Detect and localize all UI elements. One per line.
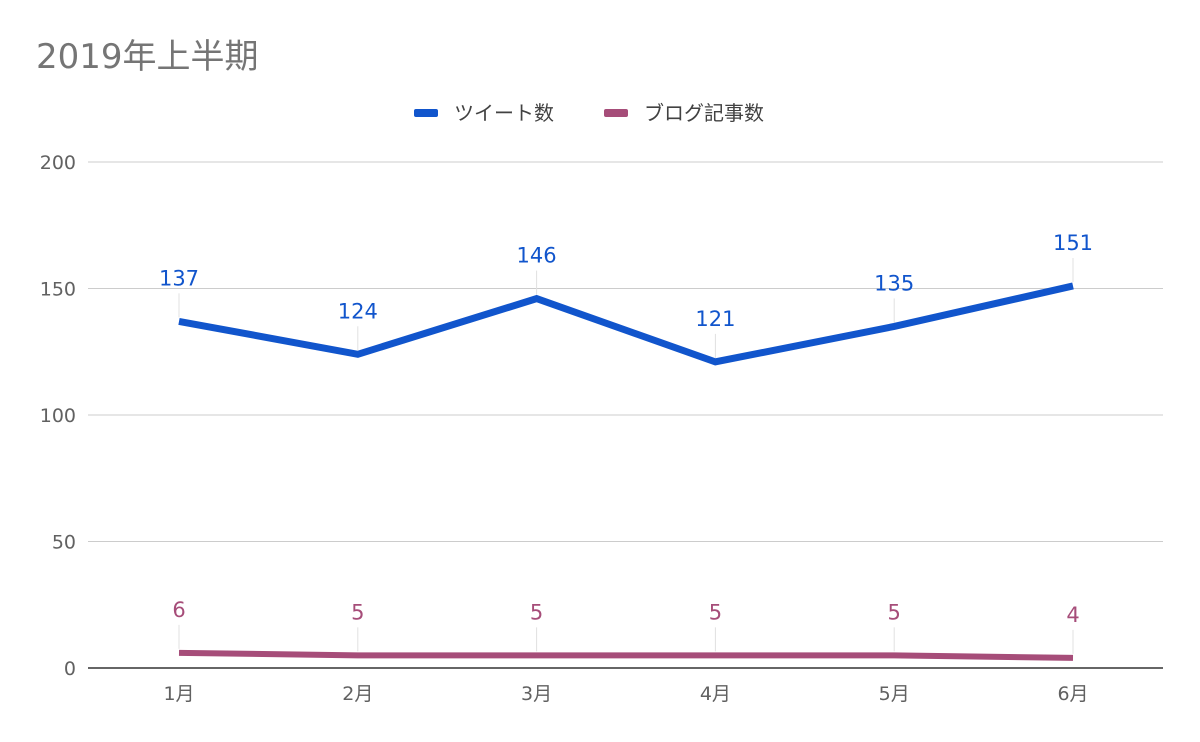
chart-title: 2019年上半期	[36, 37, 259, 77]
x-tick-label: 3月	[521, 683, 552, 705]
data-label: 124	[338, 299, 378, 323]
data-label: 121	[695, 307, 735, 331]
data-label: 5	[888, 600, 901, 624]
series-lines	[178, 282, 1074, 661]
data-label: 5	[530, 600, 543, 624]
x-tick-label: 5月	[879, 683, 910, 705]
data-label: 4	[1066, 603, 1079, 627]
legend-swatch	[414, 109, 438, 117]
x-tick-label: 1月	[163, 683, 194, 705]
data-label: 137	[159, 266, 199, 290]
gridlines	[88, 161, 1163, 669]
x-tick-label: 2月	[342, 683, 373, 705]
data-label: 135	[874, 271, 914, 295]
y-axis-tick-labels: 0 50 100 150 200	[40, 152, 76, 680]
legend-label: ツイート数	[454, 101, 554, 125]
series-line	[178, 282, 1074, 366]
legend: ツイート数 ブログ記事数	[414, 101, 764, 125]
series-line	[178, 649, 1074, 661]
data-label: 5	[709, 600, 722, 624]
y-tick-label: 0	[64, 658, 76, 680]
x-axis-tick-labels: 1月 2月 3月 4月 5月 6月	[163, 683, 1088, 705]
y-tick-label: 200	[40, 152, 76, 174]
legend-label: ブログ記事数	[644, 101, 764, 125]
data-label: 5	[351, 600, 364, 624]
y-tick-label: 150	[40, 279, 76, 301]
x-tick-label: 6月	[1057, 683, 1088, 705]
data-label-leaders	[178, 257, 1074, 654]
legend-swatch	[604, 109, 628, 117]
data-label: 6	[172, 598, 185, 622]
data-label: 146	[517, 244, 557, 268]
y-tick-label: 50	[52, 532, 76, 554]
x-tick-label: 4月	[700, 683, 731, 705]
data-label: 151	[1053, 231, 1093, 255]
data-labels: 137 124 146 121 135 151 6 5 5 5 5 4	[159, 231, 1093, 627]
y-tick-label: 100	[40, 405, 76, 427]
